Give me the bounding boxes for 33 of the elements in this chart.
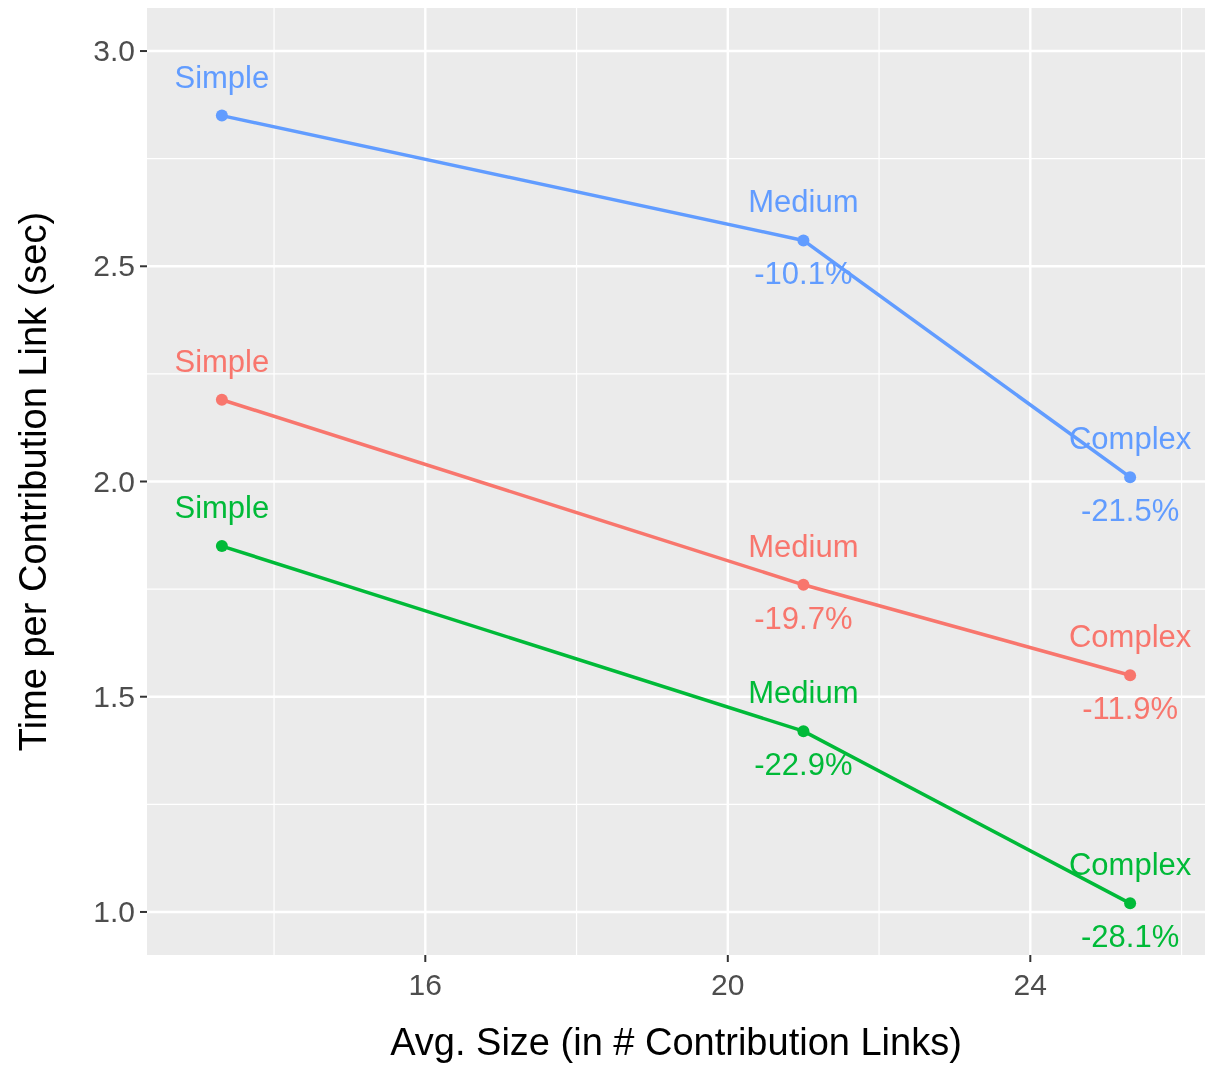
x-tick-label: 20	[711, 968, 745, 1001]
annotation: Medium	[748, 184, 859, 220]
annotation: -28.1%	[1081, 919, 1180, 955]
point	[215, 109, 228, 122]
point	[1124, 669, 1137, 682]
point	[797, 578, 810, 591]
point	[215, 393, 228, 406]
y-tick-label: 3.0	[93, 34, 135, 68]
y-tick-label: 2.0	[93, 464, 135, 498]
point	[1124, 897, 1137, 910]
y-tick-label: 1.5	[93, 679, 135, 713]
x-tick-label: 16	[408, 968, 442, 1001]
annotation: Simple	[174, 59, 270, 95]
y-tick-label: 2.5	[93, 249, 135, 283]
annotation: -11.9%	[1082, 691, 1179, 727]
annotation: Medium	[748, 675, 859, 711]
annotation: -10.1%	[754, 256, 853, 292]
annotation: Simple	[174, 343, 270, 379]
point	[215, 540, 228, 553]
annotation: Simple	[174, 490, 270, 526]
point	[1124, 471, 1137, 484]
point	[797, 234, 810, 247]
y-axis-title: Time per Contribution Link (sec)	[12, 211, 54, 752]
annotation: -19.7%	[754, 600, 853, 636]
annotation: Complex	[1068, 847, 1192, 883]
x-axis-title: Avg. Size (in # Contribution Links)	[390, 1021, 962, 1063]
y-tick-label: 1.0	[93, 894, 135, 928]
annotation: Complex	[1068, 619, 1192, 655]
x-tick-label: 24	[1013, 968, 1047, 1001]
point	[797, 725, 810, 738]
annotation: -21.5%	[1081, 493, 1180, 529]
annotation: Medium	[748, 528, 859, 564]
annotation: -22.9%	[754, 747, 853, 783]
